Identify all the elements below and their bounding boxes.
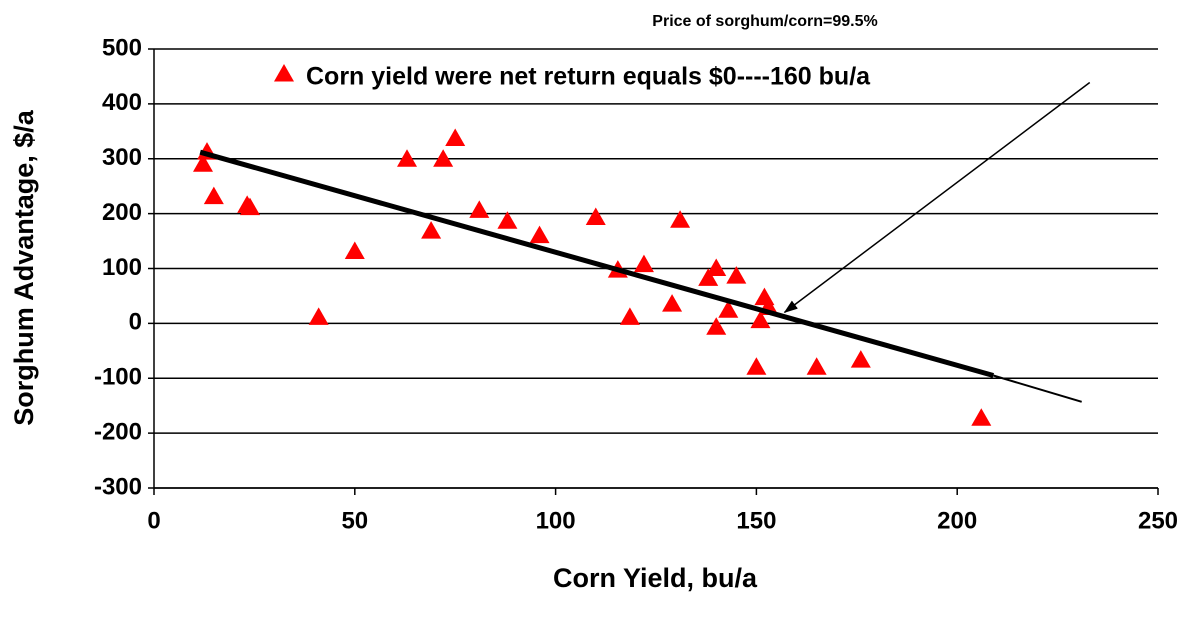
- point: [726, 266, 747, 284]
- x-tick-label: 50: [341, 507, 368, 534]
- point: [529, 225, 550, 244]
- point: [497, 211, 518, 229]
- y-tick-label: -300: [94, 473, 142, 500]
- point: [718, 300, 739, 318]
- x-tick-label: 150: [736, 507, 776, 534]
- point: [433, 149, 454, 167]
- point: [192, 154, 213, 172]
- y-tick-label: -100: [94, 364, 142, 391]
- point: [308, 307, 329, 325]
- point: [706, 317, 727, 335]
- arrow: [783, 81, 1091, 314]
- point: [469, 200, 490, 218]
- point: [344, 241, 365, 259]
- y-tick-label: 100: [102, 254, 142, 281]
- chart-title: Price of sorghum/corn=99.5%: [652, 13, 877, 30]
- point: [670, 210, 691, 228]
- x-axis-title: Corn Yield, bu/a: [553, 563, 758, 593]
- point: [445, 128, 466, 146]
- y-tick-label: 200: [102, 199, 142, 226]
- y-tick-label: 400: [102, 89, 142, 116]
- legend-marker: [274, 64, 294, 82]
- point: [850, 350, 871, 368]
- point: [619, 307, 640, 325]
- trend-line: [199, 149, 995, 378]
- point: [397, 149, 418, 167]
- point: [698, 268, 719, 286]
- point: [746, 357, 767, 375]
- y-tick-label: -200: [94, 418, 142, 445]
- point: [706, 258, 727, 276]
- point: [239, 197, 260, 216]
- y-tick-label: 500: [102, 34, 142, 61]
- legend-label: Corn yield were net return equals $0----…: [306, 63, 871, 91]
- point: [662, 294, 683, 312]
- x-tick-label: 250: [1138, 507, 1178, 534]
- point: [750, 310, 771, 329]
- trend-extension: [993, 374, 1082, 403]
- x-tick-label: 200: [937, 507, 977, 534]
- y-axis-title: Sorghum Advantage, $/a: [9, 109, 39, 426]
- point: [421, 221, 442, 239]
- y-tick-label: 300: [102, 144, 142, 171]
- point: [633, 254, 654, 273]
- y-tick-label: 0: [129, 309, 142, 336]
- point: [754, 287, 775, 306]
- point: [585, 207, 606, 225]
- point: [203, 186, 224, 205]
- x-tick-label: 0: [147, 507, 160, 534]
- point: [806, 357, 827, 375]
- point: [971, 408, 992, 426]
- x-tick-label: 100: [536, 507, 576, 534]
